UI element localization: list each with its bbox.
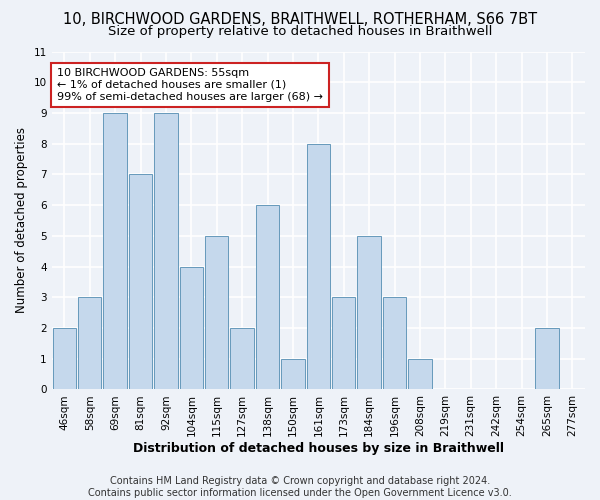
X-axis label: Distribution of detached houses by size in Braithwell: Distribution of detached houses by size … [133, 442, 504, 455]
Bar [281, 358, 305, 390]
Bar [358, 236, 381, 390]
Bar [179, 266, 203, 390]
Text: Contains HM Land Registry data © Crown copyright and database right 2024.
Contai: Contains HM Land Registry data © Crown c… [88, 476, 512, 498]
Bar [408, 358, 431, 390]
Bar [230, 328, 254, 390]
Text: Size of property relative to detached houses in Braithwell: Size of property relative to detached ho… [108, 25, 492, 38]
Text: 10, BIRCHWOOD GARDENS, BRAITHWELL, ROTHERHAM, S66 7BT: 10, BIRCHWOOD GARDENS, BRAITHWELL, ROTHE… [63, 12, 537, 28]
Bar [535, 328, 559, 390]
Bar [332, 298, 355, 390]
Bar [205, 236, 229, 390]
Bar [129, 174, 152, 390]
Bar [103, 113, 127, 390]
Bar [256, 205, 279, 390]
Bar [154, 113, 178, 390]
Bar [383, 298, 406, 390]
Y-axis label: Number of detached properties: Number of detached properties [15, 128, 28, 314]
Bar [53, 328, 76, 390]
Text: 10 BIRCHWOOD GARDENS: 55sqm
← 1% of detached houses are smaller (1)
99% of semi-: 10 BIRCHWOOD GARDENS: 55sqm ← 1% of deta… [57, 68, 323, 102]
Bar [78, 298, 101, 390]
Bar [307, 144, 330, 390]
